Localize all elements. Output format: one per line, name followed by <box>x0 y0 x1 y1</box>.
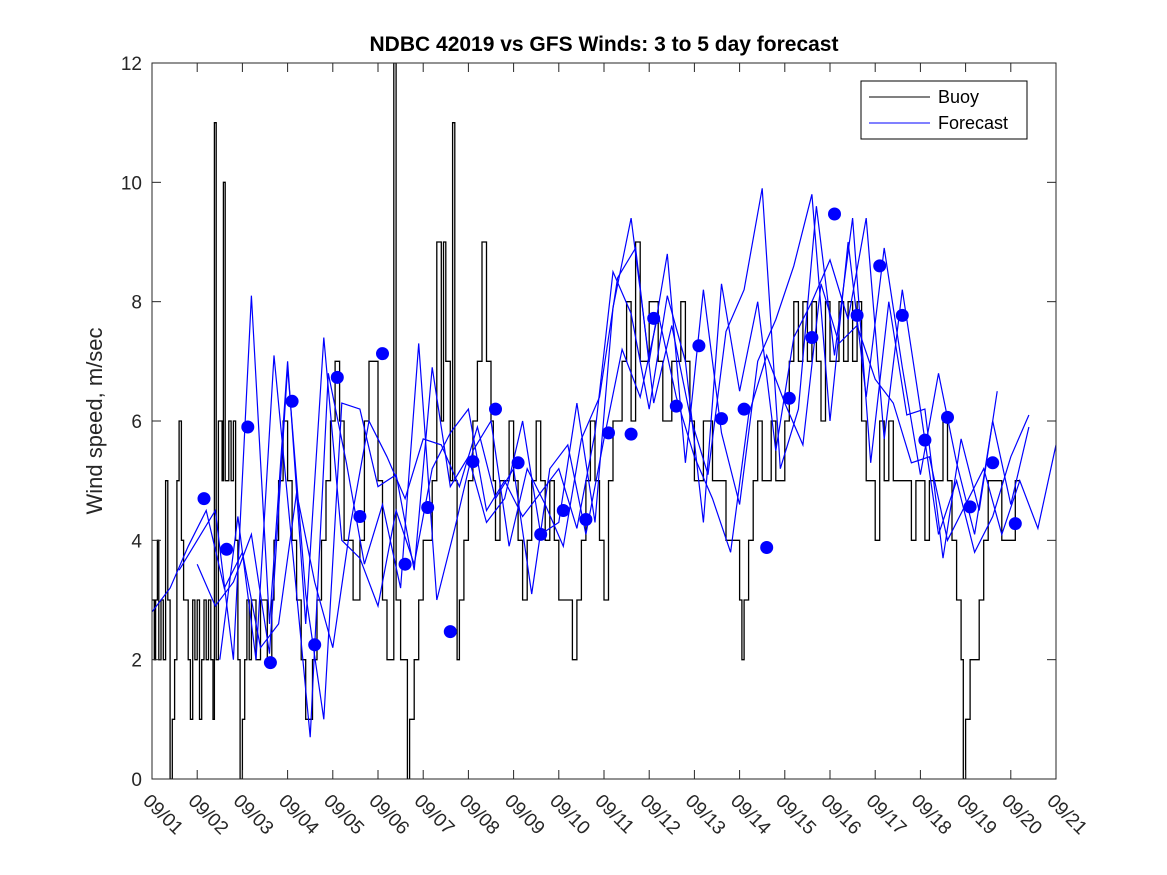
y-tick-label: 8 <box>131 293 142 314</box>
y-tick-label: 10 <box>121 173 142 194</box>
forecast-marker <box>421 501 435 514</box>
forecast-marker <box>941 410 954 424</box>
y-tick-label: 0 <box>131 770 142 791</box>
forecast-marker <box>376 347 389 361</box>
forecast-marker <box>692 339 706 353</box>
y-axis-label: Wind speed, m/sec <box>82 327 107 514</box>
forecast-marker <box>579 513 593 526</box>
forecast-marker <box>715 412 728 426</box>
forecast-marker <box>443 625 457 639</box>
legend-box <box>860 80 1028 140</box>
forecast-series-line-1 <box>152 283 1056 650</box>
forecast-marker <box>489 402 502 416</box>
forecast-marker <box>241 420 255 434</box>
chart-title: NDBC 42019 vs GFS Winds: 3 to 5 day fore… <box>370 33 839 56</box>
forecast-marker <box>918 433 932 447</box>
plot-area <box>152 63 1056 779</box>
forecast-marker <box>1008 517 1022 531</box>
forecast-marker <box>986 456 1000 470</box>
y-tick-label: 2 <box>131 651 142 672</box>
forecast-marker <box>534 527 548 541</box>
forecast-marker <box>263 656 277 670</box>
forecast-series-line-3 <box>219 188 998 738</box>
forecast-marker <box>285 394 299 408</box>
forecast-marker <box>556 504 570 517</box>
forecast-marker <box>398 557 412 571</box>
forecast-marker <box>828 207 841 221</box>
forecast-marker <box>353 510 367 523</box>
legend-buoy-label: Buoy <box>938 87 979 107</box>
forecast-marker <box>330 370 344 384</box>
forecast-marker <box>782 391 796 405</box>
forecast-marker <box>873 259 887 273</box>
forecast-marker <box>624 427 638 441</box>
forecast-marker <box>602 426 615 440</box>
forecast-series-line-4 <box>178 217 1030 660</box>
forecast-marker <box>308 638 322 652</box>
y-tick-label: 6 <box>131 412 142 433</box>
forecast-marker <box>197 492 211 506</box>
forecast-marker <box>805 331 819 344</box>
forecast-marker <box>895 308 909 322</box>
forecast-marker <box>850 308 864 322</box>
legend: Buoy Forecast <box>860 80 1028 140</box>
forecast-marker <box>511 456 525 470</box>
forecast-marker <box>669 399 683 413</box>
forecast-marker <box>647 311 661 325</box>
forecast-marker <box>220 542 234 556</box>
forecast-marker <box>760 541 774 554</box>
forecast-marker <box>963 500 977 514</box>
forecast-marker <box>466 455 480 469</box>
legend-forecast-label: Forecast <box>938 113 1008 133</box>
y-tick-label: 4 <box>131 531 142 552</box>
forecast-marker <box>737 402 751 416</box>
y-tick-label: 12 <box>121 54 142 75</box>
